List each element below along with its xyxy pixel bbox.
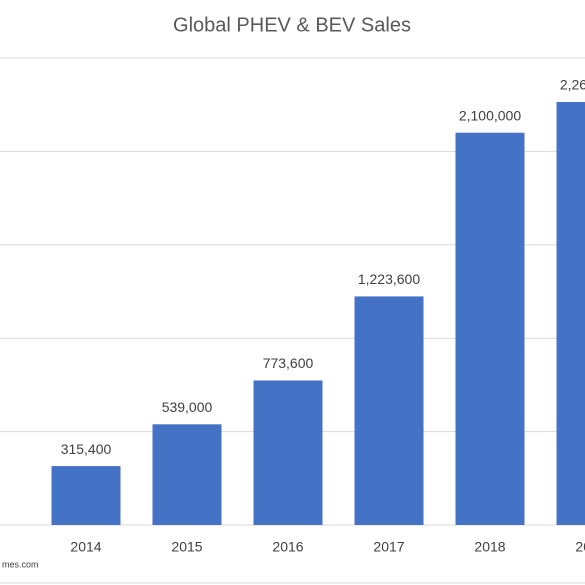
data-label: 539,000 — [162, 399, 213, 415]
source: mes.com — [2, 559, 39, 569]
data-label: 1,223,600 — [358, 271, 420, 287]
x-tick-label: 2015 — [171, 539, 202, 555]
bar — [556, 102, 585, 526]
bar — [51, 466, 121, 525]
data-label: 315,400 — [61, 441, 112, 457]
x-tick-label: 2018 — [474, 539, 505, 555]
chart-title: Global PHEV & BEV Sales — [173, 14, 411, 36]
data-label: 2,264,400 — [560, 77, 585, 93]
bar — [455, 132, 525, 525]
bar — [354, 296, 424, 525]
x-tick-label: 2014 — [70, 539, 101, 555]
bar — [253, 380, 323, 525]
data-label: 2,100,000 — [459, 107, 521, 123]
bar — [152, 424, 222, 525]
x-tick-label: 2016 — [272, 539, 303, 555]
x-tick-label: 2017 — [373, 539, 404, 555]
data-label: 773,600 — [263, 355, 314, 371]
x-tick-label: 2019 — [575, 539, 585, 555]
